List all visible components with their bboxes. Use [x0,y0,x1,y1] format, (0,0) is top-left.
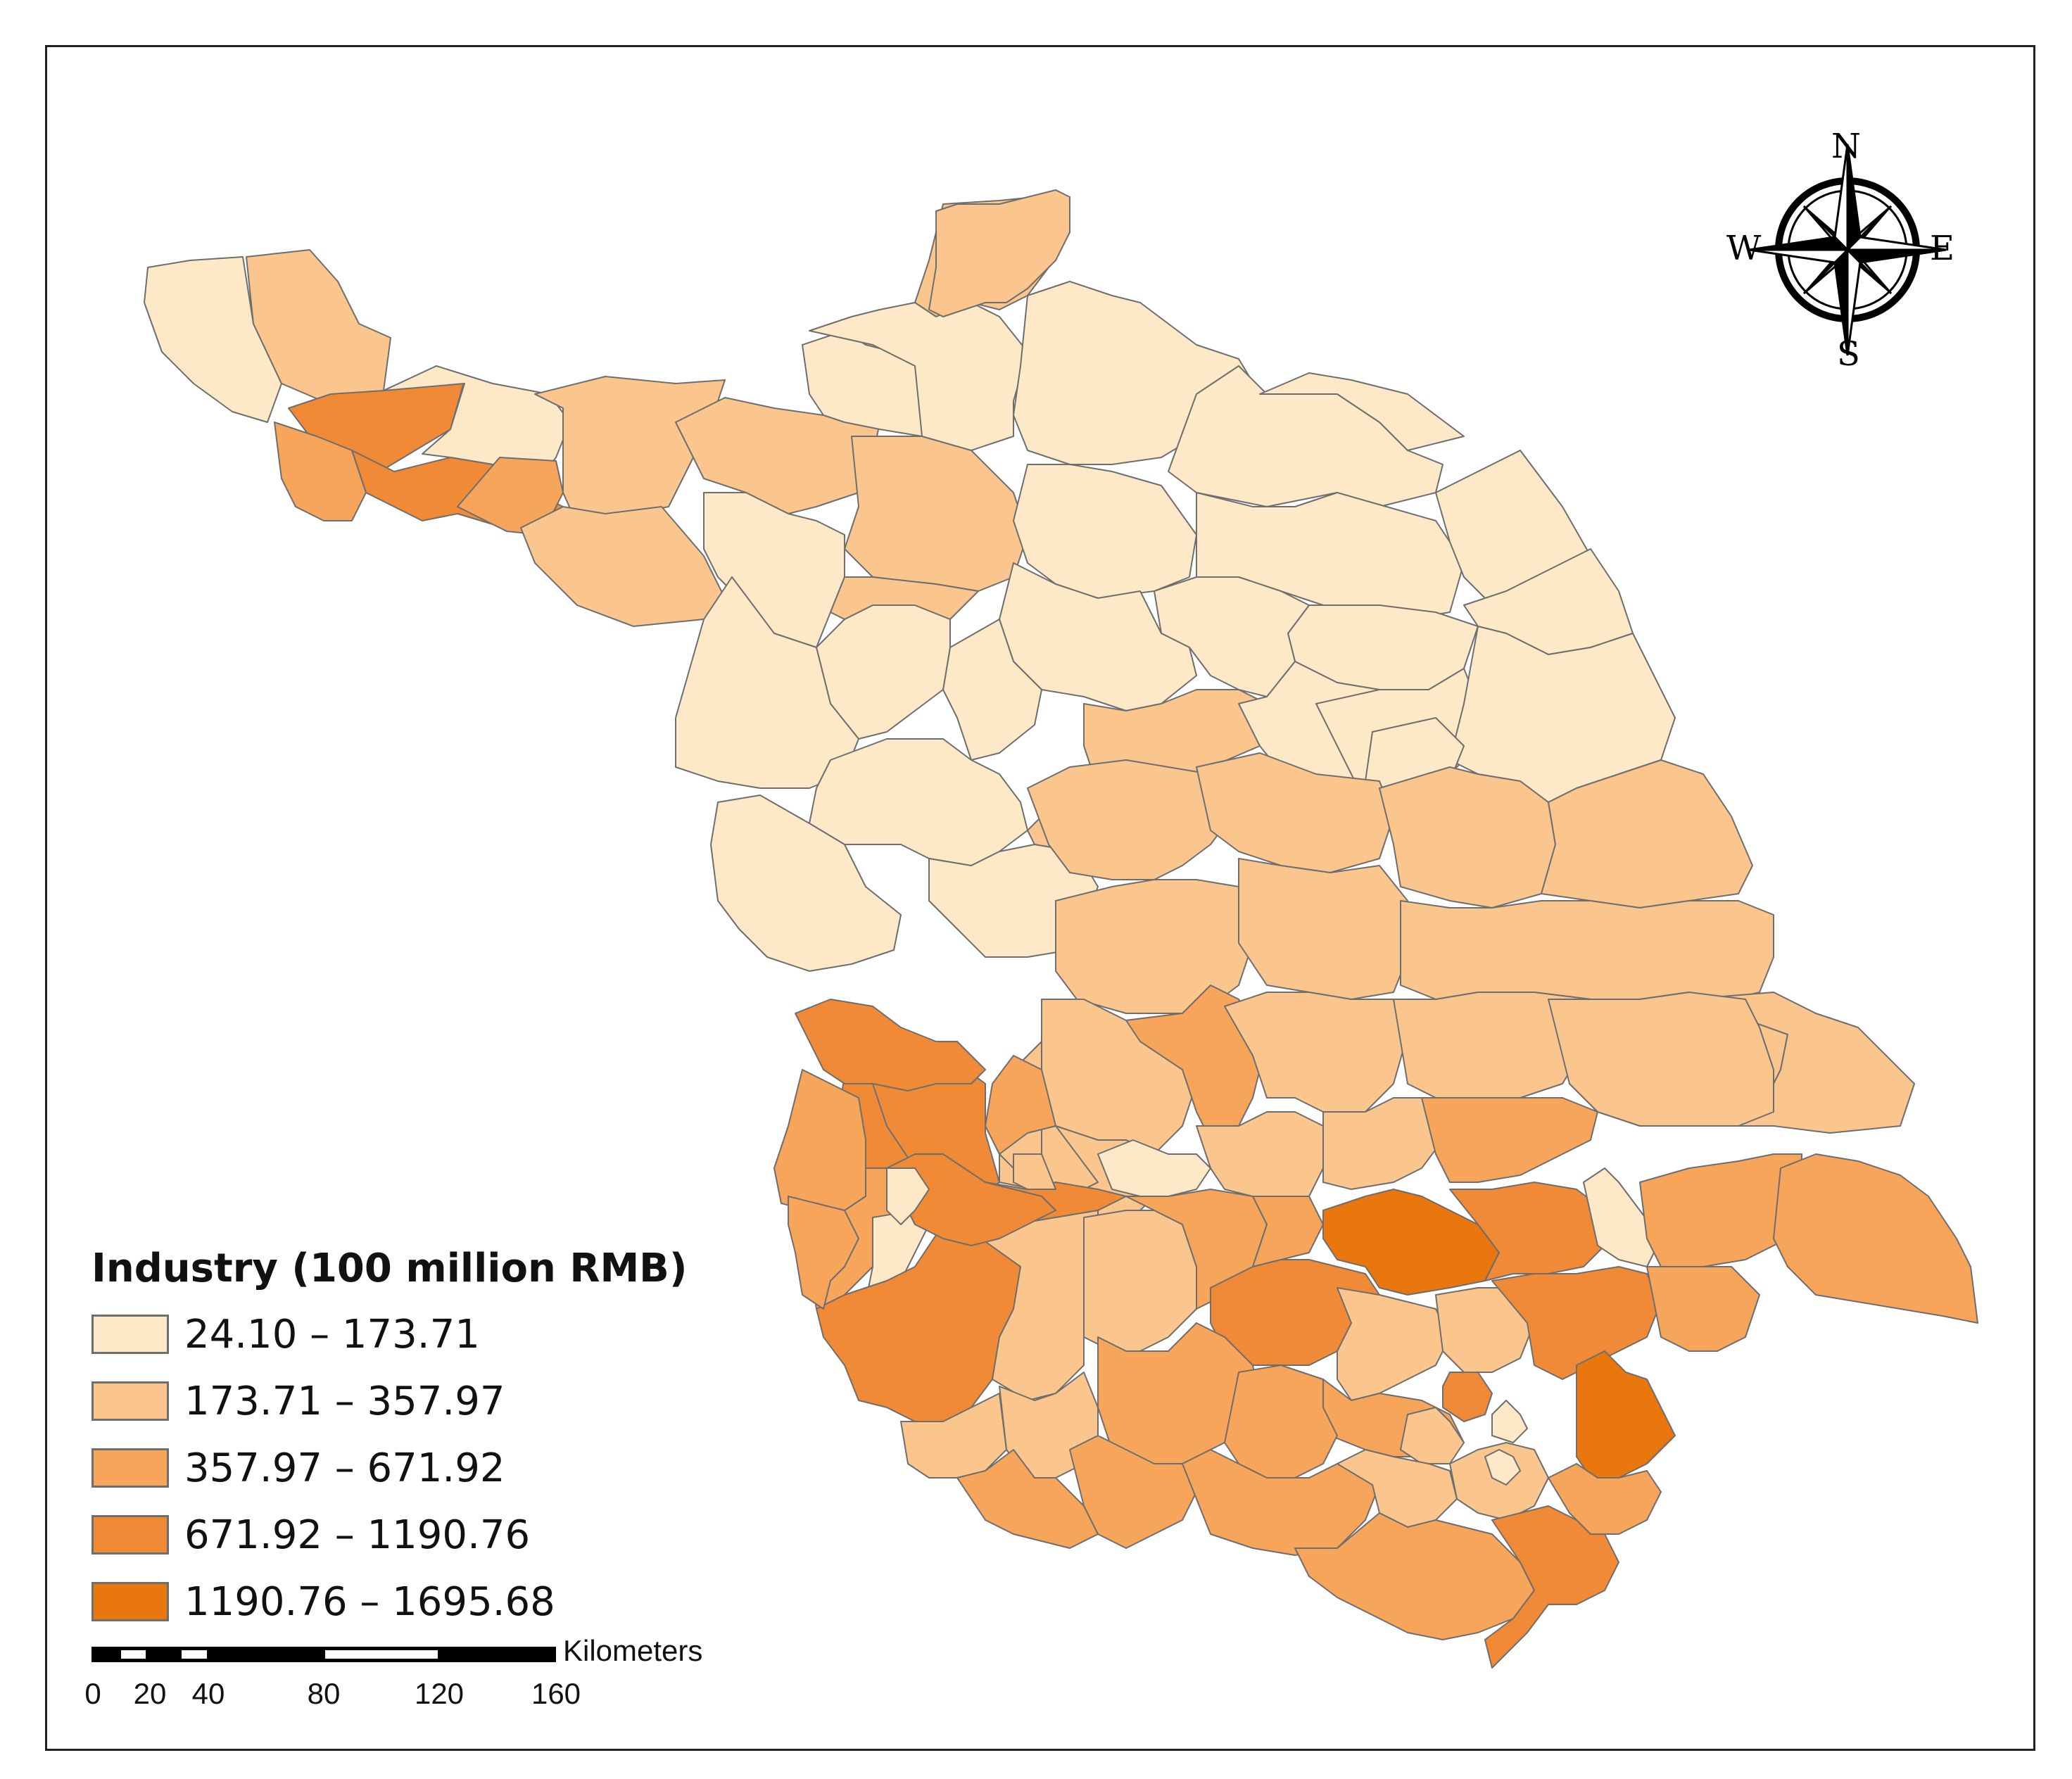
region[interactable] [900,1393,1007,1479]
compass-south-label: S [1837,334,1860,374]
region[interactable] [274,422,367,521]
region-group-coast [928,189,1070,317]
legend-item: 1190.76 – 1695.68 [91,1578,555,1625]
region[interactable] [1491,1266,1662,1380]
region[interactable] [1379,766,1556,909]
region[interactable] [795,999,986,1091]
legend-swatch [91,1582,169,1621]
region[interactable] [985,1055,1056,1155]
region[interactable] [1259,372,1465,451]
legend-swatch [91,1448,169,1488]
region[interactable] [1449,1182,1605,1281]
region[interactable] [1541,759,1753,909]
region[interactable] [246,249,391,405]
region[interactable] [1196,1111,1324,1197]
region[interactable] [1083,1210,1197,1352]
region[interactable] [675,576,859,789]
legend-item: 24.10 – 173.71 [91,1311,480,1357]
region[interactable] [1548,1463,1662,1535]
scale-tick: 120 [414,1677,465,1710]
region[interactable] [1013,1153,1056,1190]
region[interactable] [1013,464,1197,599]
region[interactable] [1097,1139,1211,1197]
region[interactable] [1252,1196,1324,1267]
region[interactable] [1421,1097,1598,1183]
legend-swatch [91,1381,169,1421]
scale-tick: 20 [133,1677,167,1710]
region[interactable] [1491,1400,1528,1443]
scale-tick: 0 [84,1677,101,1710]
region[interactable] [1548,992,1774,1127]
compass-west-label: W [1726,229,1762,268]
legend-label: 1190.76 – 1695.68 [184,1578,555,1625]
region[interactable] [1773,1153,1978,1324]
compass-north-label: N [1831,127,1861,166]
legend-item: 173.71 – 357.97 [91,1378,505,1424]
scale-tick: 40 [191,1677,225,1710]
region[interactable] [1484,1505,1619,1669]
region[interactable] [844,436,1028,592]
region[interactable] [1400,900,1774,1000]
region[interactable] [1484,1449,1521,1486]
region[interactable] [710,794,902,972]
region[interactable] [1224,1365,1338,1479]
region-group-south [795,1055,1978,1669]
scale-tick: 80 [307,1677,341,1710]
region[interactable] [971,1210,1099,1401]
region[interactable] [1400,1407,1465,1464]
region[interactable] [830,576,979,620]
region-group-north [144,196,1676,972]
region[interactable] [520,506,726,627]
region[interactable] [144,256,282,423]
legend-label: 173.71 – 357.97 [184,1378,505,1424]
region[interactable] [928,189,1070,317]
legend-swatch [91,1515,169,1555]
region[interactable] [1196,752,1394,873]
region-group-northwest [274,422,367,521]
region[interactable] [1576,1350,1676,1479]
legend-label: 357.97 – 671.92 [184,1445,505,1491]
legend-swatch [91,1315,169,1354]
region[interactable] [1337,1287,1451,1401]
region[interactable] [1125,985,1268,1141]
region[interactable] [534,376,726,525]
region[interactable] [886,1167,930,1225]
region[interactable] [1322,1097,1444,1190]
legend-title: Industry (100 million RMB) [91,1246,688,1291]
region-group-southwest [773,999,1056,1310]
region[interactable] [886,1153,1056,1246]
region[interactable] [956,1449,1099,1549]
compass-east-label: E [1930,229,1955,268]
region[interactable] [1646,1266,1760,1352]
region[interactable] [1027,759,1232,880]
legend-label: 24.10 – 173.71 [184,1311,480,1357]
region[interactable] [1435,1287,1535,1373]
region[interactable] [1224,992,1408,1113]
legend-item: 357.97 – 671.92 [91,1445,505,1491]
region[interactable] [788,1196,859,1310]
region[interactable] [1442,1372,1493,1422]
scale-tick: 160 [531,1677,581,1710]
legend-label: 671.92 – 1190.76 [184,1512,531,1558]
region[interactable] [1688,992,1915,1134]
scale-unit-label: Kilometers [563,1634,703,1667]
region[interactable] [1238,858,1408,1000]
legend-item: 671.92 – 1190.76 [91,1512,531,1558]
